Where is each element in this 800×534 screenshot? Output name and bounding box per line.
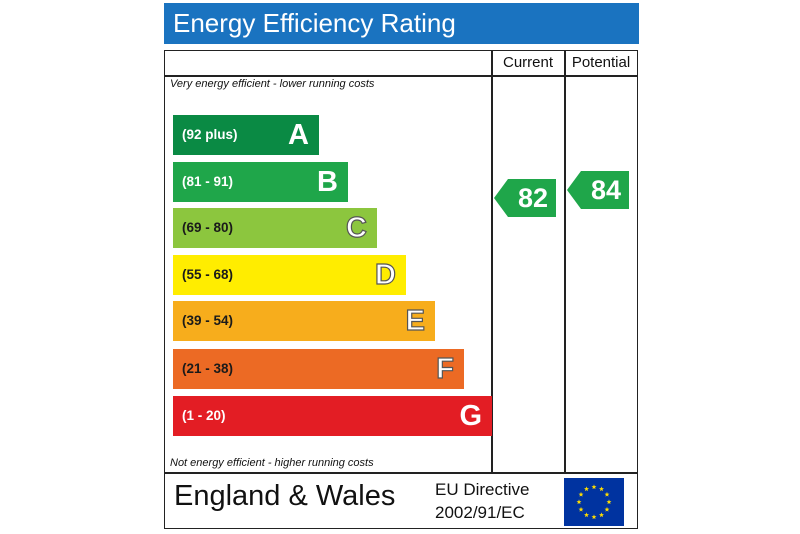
band-letter: B [317, 166, 338, 198]
note-bottom: Not energy efficient - higher running co… [170, 457, 374, 469]
band-letter: F [436, 352, 455, 385]
eu-star [599, 486, 604, 492]
eu-star [604, 506, 610, 512]
band-letter: A [288, 119, 309, 151]
band-e: (39 - 54) E [173, 301, 435, 341]
eu-flag-graphic [564, 478, 624, 526]
eu-star [604, 491, 610, 497]
eu-star [584, 512, 589, 518]
band-range: (92 plus) [182, 127, 238, 142]
note-top: Very energy efficient - lower running co… [170, 78, 375, 90]
band-letter: E [405, 304, 426, 337]
column-header-potential: Potential [571, 54, 631, 71]
eu-star [599, 512, 604, 518]
band-d: (55 - 68) D [173, 255, 406, 295]
eu-star [606, 499, 612, 505]
band-a: (92 plus) A [173, 115, 319, 155]
eu-flag-icon [564, 478, 624, 526]
band-g: (1 - 20) G [173, 396, 492, 436]
eu-star [578, 491, 584, 497]
divider-header [164, 75, 638, 77]
directive-line-2: 2002/91/EC [435, 503, 525, 522]
footer-directive: EU Directive 2002/91/EC [435, 478, 529, 524]
band-range: (21 - 38) [182, 361, 234, 376]
column-header-current: Current [502, 54, 554, 71]
band-range: (39 - 54) [182, 313, 234, 328]
eu-star [576, 499, 582, 505]
band-c: (69 - 80) C [173, 208, 377, 248]
potential-rating-value: 84 [590, 175, 621, 205]
potential-rating-arrow: 84 [567, 171, 629, 209]
band-range: (81 - 91) [182, 174, 234, 189]
directive-line-1: EU Directive [435, 480, 530, 499]
band-range: (1 - 20) [182, 408, 226, 423]
eu-star [584, 486, 589, 492]
footer-country: England & Wales [174, 480, 396, 512]
band-letter: C [345, 211, 367, 244]
band-letter: G [459, 400, 482, 432]
eu-star [591, 514, 597, 520]
divider-potential [564, 50, 566, 473]
band-range: (55 - 68) [182, 267, 234, 282]
current-rating-value: 82 [517, 183, 548, 213]
divider-footer [164, 472, 638, 474]
divider-current [491, 50, 493, 473]
band-letter: D [374, 258, 396, 291]
band-range: (69 - 80) [182, 220, 234, 235]
current-rating-arrow: 82 [494, 179, 556, 217]
potential-arrow-shape [567, 171, 629, 209]
current-arrow-shape [494, 179, 556, 217]
page-title: Energy Efficiency Rating [164, 3, 639, 44]
eu-star [578, 506, 584, 512]
eu-star [591, 484, 597, 490]
rating-frame [164, 50, 638, 529]
band-f: (21 - 38) F [173, 349, 464, 389]
band-b: (81 - 91) B [173, 162, 348, 202]
